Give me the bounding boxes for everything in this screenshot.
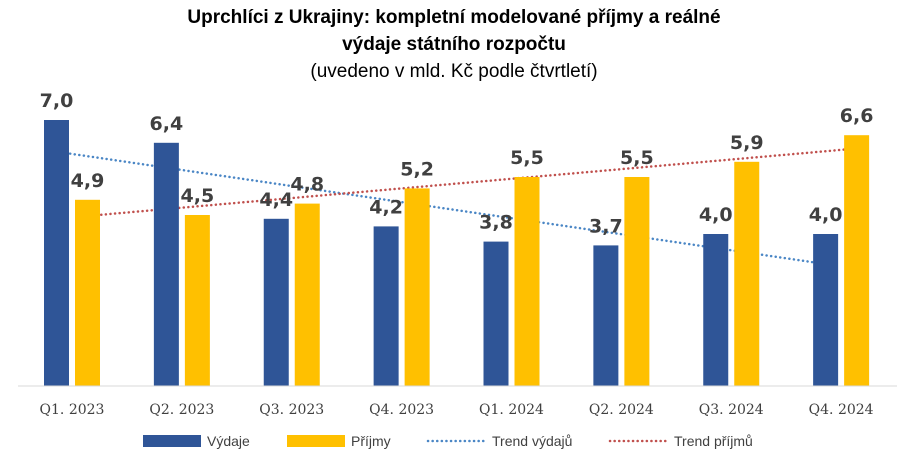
x-tick-label-6: Q3. 2024 (699, 402, 764, 418)
bar-prijmy-4 (514, 177, 540, 386)
x-tick-label-1: Q2. 2023 (149, 402, 214, 418)
bar-vydaje-3 (373, 226, 399, 386)
trendlines (55, 147, 858, 266)
legend-item-prijmy: Příjmy (287, 433, 391, 449)
bar-prijmy-0 (75, 199, 100, 386)
value-label-prijmy-7: 6,6 (840, 105, 874, 127)
value-label-vydaje-4: 3,8 (479, 212, 513, 234)
legend-item-trend-vydaju: Trend výdajů (426, 433, 572, 449)
chart-title-line2: výdaje státního rozpočtu (342, 34, 566, 55)
x-tick-label-0: Q1. 2023 (40, 402, 105, 418)
value-label-vydaje-0: 7,0 (40, 90, 74, 112)
bar-vydaje-5 (593, 245, 619, 386)
legend-swatch-prijmy (287, 435, 345, 447)
value-label-vydaje-7: 4,0 (809, 204, 843, 226)
chart-title-line1: Uprchlíci z Ukrajiny: kompletní modelova… (187, 7, 720, 28)
legend-label-prijmy: Příjmy (351, 433, 391, 449)
x-tick-label-2: Q3. 2023 (259, 402, 324, 418)
x-tick-label-7: Q4. 2024 (809, 402, 874, 418)
chart-subtitle: (uvedeno v mld. Kč podle čtvrtletí) (310, 61, 597, 82)
bar-prijmy-3 (404, 188, 430, 386)
bar-vydaje-2 (263, 218, 289, 386)
bar-vydaje-4 (483, 241, 509, 386)
bar-prijmy-6 (734, 161, 760, 386)
value-label-prijmy-6: 5,9 (730, 132, 764, 154)
bar-vydaje-6 (703, 234, 729, 386)
trendline-prijmy (86, 147, 858, 218)
bar-prijmy-5 (624, 177, 650, 386)
value-labels: 7,0 6,4 4,4 4,2 3,8 3,7 4,0 4,0 4,9 4,5 4,8 5,2 5,5 5… (40, 90, 874, 237)
value-label-vydaje-5: 3,7 (589, 215, 623, 237)
bar-vydaje-1 (153, 142, 179, 386)
value-label-vydaje-3: 4,2 (369, 196, 403, 218)
x-tick-label-5: Q2. 2024 (589, 402, 654, 418)
value-label-prijmy-5: 5,5 (620, 147, 654, 169)
bar-prijmy-7 (844, 135, 870, 386)
legend-label-trend-vydaju: Trend výdajů (492, 433, 572, 449)
bar-prijmy-1 (184, 215, 210, 386)
bars (44, 120, 870, 386)
trendline-vydaje (55, 150, 827, 266)
legend: Výdaje Příjmy Trend výdajů Trend příjmů (143, 433, 753, 449)
value-label-prijmy-3: 5,2 (400, 158, 434, 180)
value-label-prijmy-4: 5,5 (510, 147, 544, 169)
legend-item-trend-prijmu: Trend příjmů (608, 433, 753, 449)
legend-swatch-vydaje (143, 435, 201, 447)
bar-vydaje-0 (44, 120, 69, 386)
x-tick-label-4: Q1. 2024 (479, 402, 544, 418)
bar-vydaje-7 (813, 234, 839, 386)
bar-prijmy-2 (294, 203, 320, 386)
value-label-prijmy-2: 4,8 (290, 174, 324, 196)
legend-label-vydaje: Výdaje (207, 433, 250, 449)
legend-label-trend-prijmu: Trend příjmů (674, 433, 753, 449)
value-label-prijmy-0: 4,9 (71, 170, 105, 192)
legend-item-vydaje: Výdaje (143, 433, 250, 449)
value-label-vydaje-6: 4,0 (699, 204, 733, 226)
value-label-vydaje-1: 6,4 (150, 113, 184, 135)
x-tick-labels: Q1. 2023 Q2. 2023 Q3. 2023 Q4. 2023 Q1. 2024… (40, 402, 874, 418)
value-label-vydaje-2: 4,4 (259, 189, 293, 211)
x-tick-label-3: Q4. 2023 (369, 402, 434, 418)
value-label-prijmy-1: 4,5 (181, 185, 215, 207)
